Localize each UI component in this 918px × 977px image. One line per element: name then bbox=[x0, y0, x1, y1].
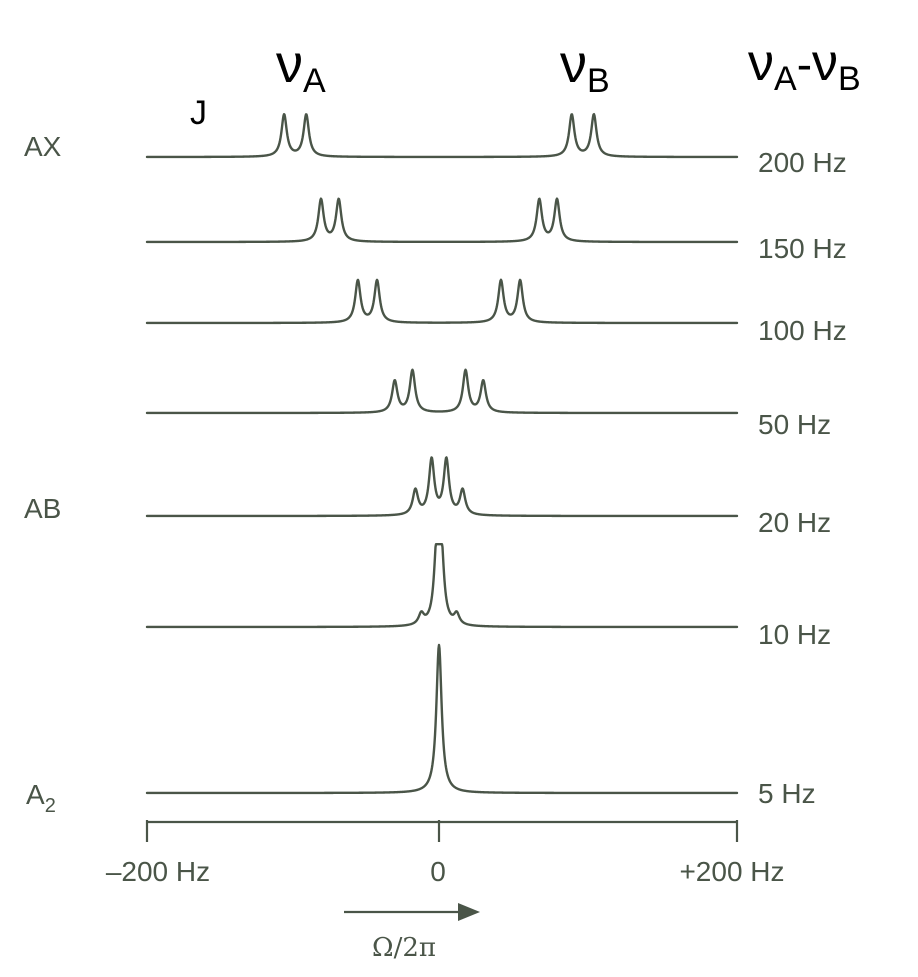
nu-difference-label: νA-νB bbox=[748, 34, 861, 98]
nu-b-label: νB bbox=[560, 34, 610, 100]
frequency-arrow-head bbox=[458, 903, 480, 921]
axis-tick-label-center: 0 bbox=[430, 856, 446, 887]
nu-a-symbol: ν bbox=[276, 34, 303, 94]
nu-diff-dash: - bbox=[797, 38, 812, 90]
frequency-arrow-label: Ω/2π bbox=[372, 933, 436, 963]
nu-diff-subscript-1: A bbox=[774, 60, 797, 98]
frequency-axis: –200 Hz 0 +200 Hz Ω/2π bbox=[106, 820, 785, 963]
row-label-a2-subscript: 2 bbox=[45, 795, 56, 817]
spectrum-trace bbox=[145, 368, 739, 415]
separation-label: 150 Hz bbox=[758, 233, 847, 264]
row-label-ax: AX bbox=[24, 131, 62, 162]
row-label-a2-main: A bbox=[26, 779, 45, 810]
spectrum-trace bbox=[145, 643, 739, 795]
axis-tick-label-right: +200 Hz bbox=[679, 856, 784, 887]
separation-label: 5 Hz bbox=[758, 778, 816, 809]
nu-diff-symbol-2: ν bbox=[812, 34, 838, 92]
spectrum-trace bbox=[145, 456, 739, 518]
spectrum-trace bbox=[145, 278, 739, 325]
row-label-a2: A2 bbox=[26, 779, 56, 817]
separation-label: 200 Hz bbox=[758, 147, 847, 178]
nu-diff-subscript-2: B bbox=[838, 60, 861, 98]
separation-label: 10 Hz bbox=[758, 619, 831, 650]
nu-b-symbol: ν bbox=[560, 34, 587, 94]
spectrum-trace bbox=[145, 113, 739, 159]
spectra-traces bbox=[145, 113, 739, 795]
nu-a-subscript: A bbox=[303, 62, 326, 100]
separation-label: 50 Hz bbox=[758, 409, 831, 440]
nu-a-label: νA bbox=[276, 34, 326, 100]
separation-labels: 200 Hz 150 Hz 100 Hz 50 Hz 20 Hz 10 Hz 5… bbox=[758, 147, 847, 809]
separation-label: 20 Hz bbox=[758, 507, 831, 538]
j-coupling-label: J bbox=[190, 94, 207, 132]
row-label-ab: AB bbox=[24, 493, 61, 524]
nu-diff-symbol-1: ν bbox=[748, 34, 774, 92]
spectrum-trace bbox=[145, 197, 739, 244]
separation-label: 100 Hz bbox=[758, 315, 847, 346]
axis-tick-label-left: –200 Hz bbox=[106, 856, 210, 887]
spectrum-trace bbox=[145, 543, 739, 629]
nu-b-subscript: B bbox=[587, 62, 610, 100]
